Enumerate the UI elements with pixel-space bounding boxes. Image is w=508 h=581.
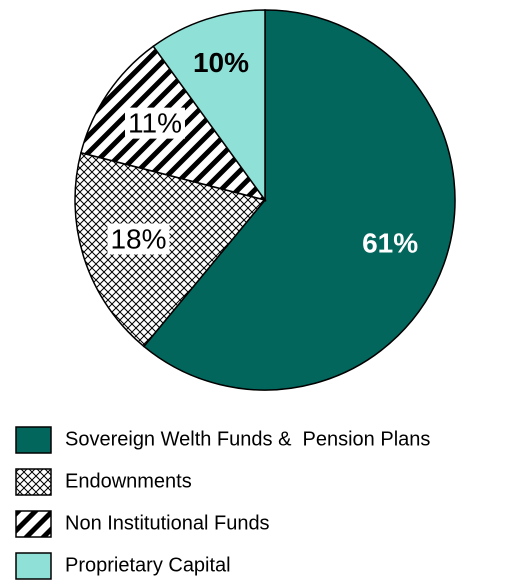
pie-slice	[142, 9, 456, 391]
pie-slice	[152, 9, 266, 203]
data-label: 11%	[128, 108, 182, 139]
data-label: 61%	[362, 227, 418, 258]
legend-swatch	[15, 426, 52, 454]
data-label: 10%	[193, 47, 249, 78]
legend-label: Proprietary Capital	[65, 554, 231, 576]
legend-label: Endownments	[65, 470, 192, 492]
legend-swatch	[15, 552, 52, 580]
label-background	[107, 223, 170, 255]
label-background	[125, 107, 185, 139]
legend-label: Sovereign Welth Funds & Pension Plans	[65, 428, 430, 450]
legend-label: Non Institutional Funds	[65, 512, 270, 534]
data-label: 18%	[110, 223, 166, 254]
pie-slice	[74, 151, 267, 348]
legend-swatch	[15, 468, 52, 496]
legend-swatch	[15, 510, 52, 538]
